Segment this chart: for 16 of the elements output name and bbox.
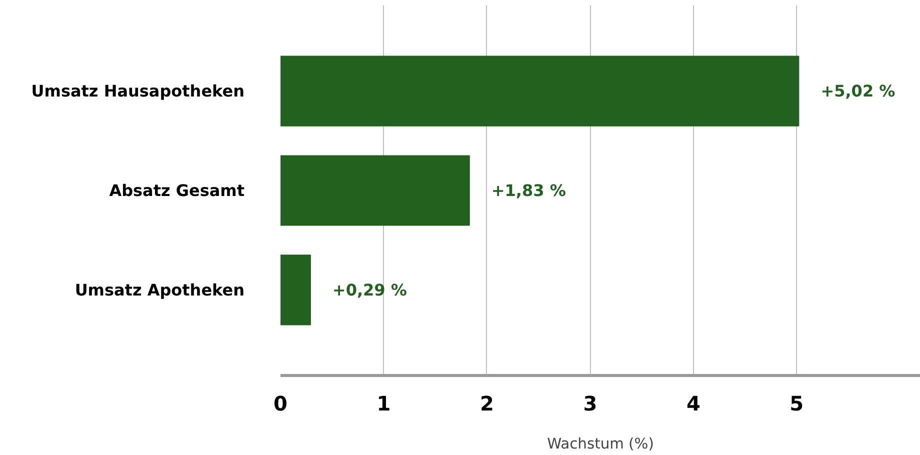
x-tick-label: 2 xyxy=(480,392,494,416)
x-tick-label: 5 xyxy=(790,392,804,416)
y-tick-label: Absatz Gesamt xyxy=(109,181,245,200)
x-tick-label: 4 xyxy=(686,392,700,416)
data-label: +5,02 % xyxy=(820,82,896,101)
data-label: +0,29 % xyxy=(332,280,407,300)
x-axis-title: Wachstum (%) xyxy=(547,436,654,452)
data-label: +1,83 % xyxy=(491,181,566,200)
y-tick-label: Umsatz Hausapotheken xyxy=(31,82,244,101)
x-tick-label: 3 xyxy=(583,392,598,416)
y-tick-label: Umsatz Apotheken xyxy=(74,280,244,300)
bar xyxy=(280,56,800,126)
x-tick-label: 0 xyxy=(274,392,288,416)
bar xyxy=(280,254,311,326)
bar xyxy=(280,155,470,226)
x-tick-label: 1 xyxy=(376,392,391,416)
